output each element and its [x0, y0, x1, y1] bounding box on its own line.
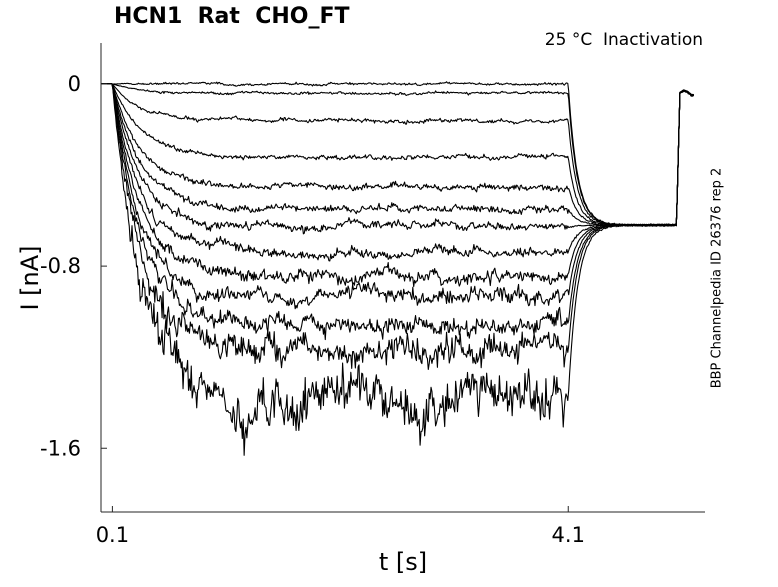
x-tick-label: 4.1: [552, 523, 585, 547]
current-trace-1: [101, 81, 695, 227]
current-trace-13: [101, 83, 694, 456]
current-trace-4: [101, 83, 694, 227]
current-trace-8: [101, 83, 694, 262]
x-axis-label: t [s]: [378, 548, 428, 576]
y-tick-label: 0: [68, 72, 81, 96]
channelpedia-id-label: BBP Channelpedia ID 26376 rep 2: [709, 167, 725, 389]
y-axis-label: I [nA]: [16, 245, 44, 311]
current-trace-2: [101, 83, 694, 227]
x-tick-label: 0.1: [96, 523, 129, 547]
current-trace-7: [101, 83, 694, 235]
current-trace-11: [101, 83, 694, 341]
chart-title: HCN1 Rat CHO_FT: [114, 4, 350, 29]
chart-axes: 0 -0.8 -1.6 0.1 4.1: [40, 43, 705, 547]
current-trace-9: [101, 83, 694, 288]
y-tick-label: -0.8: [40, 254, 81, 278]
current-trace-5: [101, 83, 694, 227]
current-trace-3: [101, 83, 695, 227]
current-trace-12: [101, 83, 694, 370]
current-trace-10: [101, 83, 694, 310]
chart-subtitle: 25 °C Inactivation: [544, 30, 703, 50]
current-trace-6: [101, 83, 694, 227]
current-traces: [101, 81, 695, 456]
y-tick-label: -1.6: [40, 436, 81, 460]
